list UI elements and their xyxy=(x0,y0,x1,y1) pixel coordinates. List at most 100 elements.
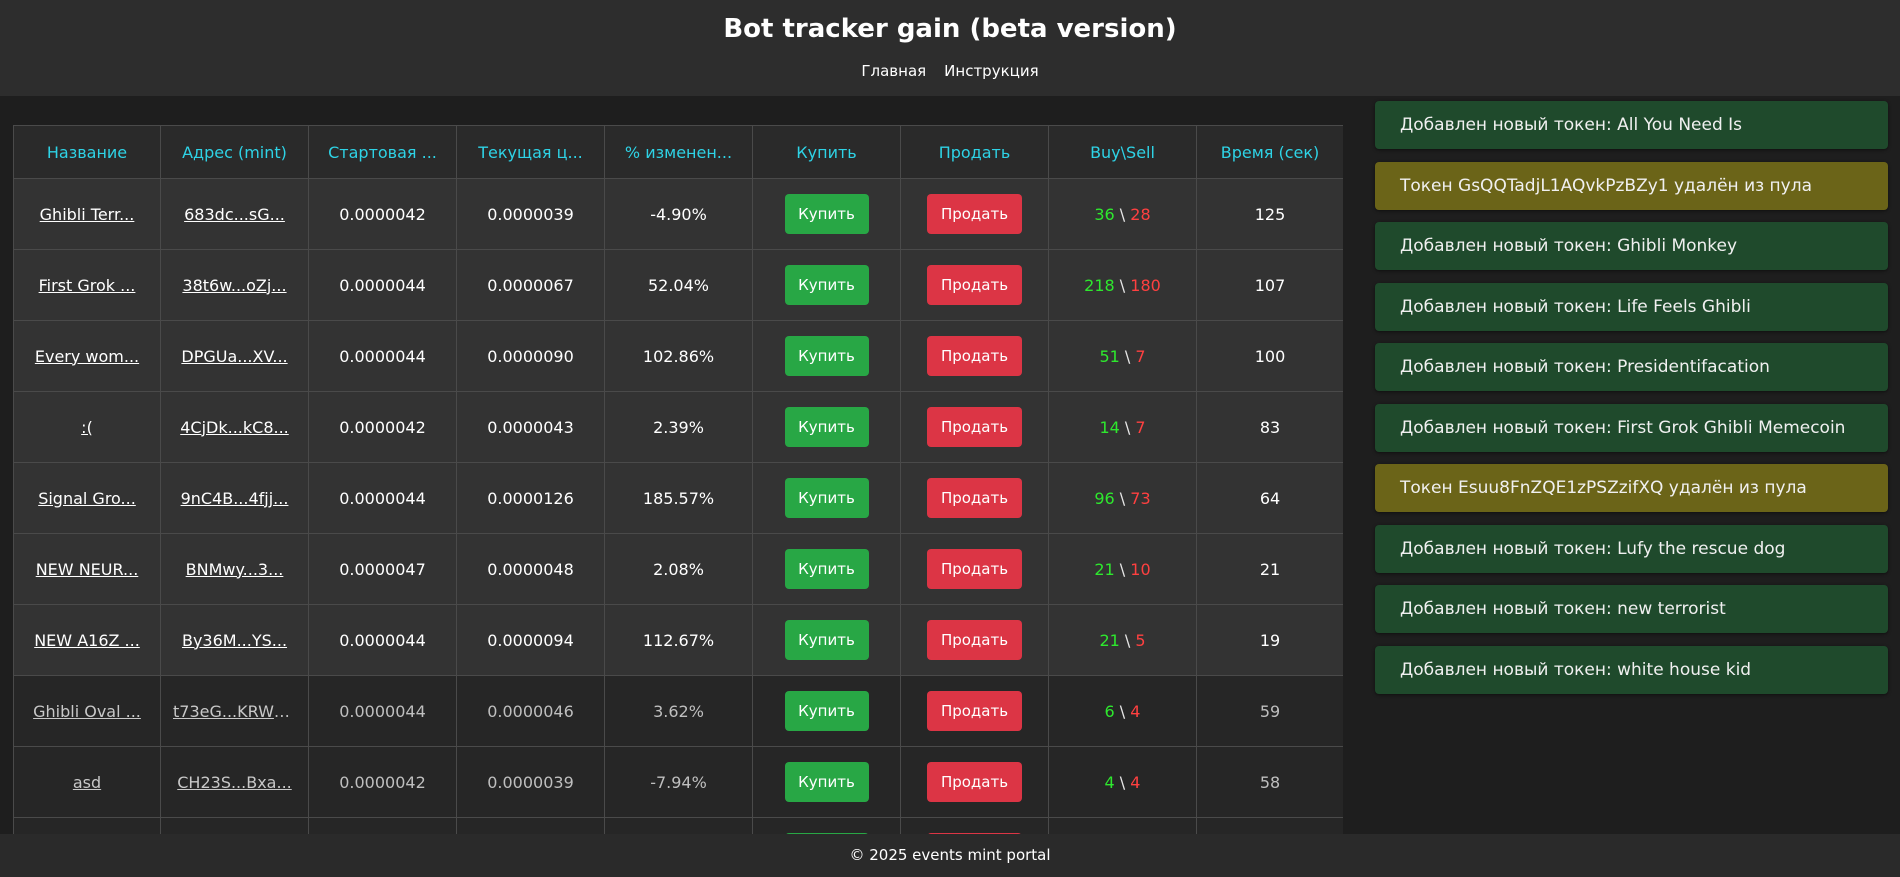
sell-button[interactable]: Продать xyxy=(927,833,1022,834)
buy-button[interactable]: Купить xyxy=(784,478,869,518)
sell-button[interactable]: Продать xyxy=(927,762,1022,802)
buy-count: 21 xyxy=(1099,630,1120,650)
buy-cell: Купить xyxy=(752,817,901,834)
col-header-start-price[interactable]: Стартовая ... xyxy=(308,125,457,179)
buy-sell-cell: 36 \ 28 xyxy=(1048,178,1197,250)
buy-button[interactable]: Купить xyxy=(784,194,869,234)
buy-button[interactable]: Купить xyxy=(784,407,869,447)
feed-item-token-added: Добавлен новый токен: new terrorist xyxy=(1375,585,1888,633)
buy-button[interactable]: Купить xyxy=(784,620,869,660)
sell-button[interactable]: Продать xyxy=(927,549,1022,589)
buy-button[interactable]: Купить xyxy=(784,336,869,376)
table-header-row: Название Адрес (mint) Стартовая ... Теку… xyxy=(13,125,1343,179)
token-mint-cell: 38t6w...oZj... xyxy=(160,249,309,321)
nav-link-instructions[interactable]: Инструкция xyxy=(944,62,1039,80)
buy-button[interactable]: Купить xyxy=(784,833,869,834)
feed-item-token-added: Добавлен новый токен: Ghibli Monkey xyxy=(1375,222,1888,270)
nav-link-home[interactable]: Главная xyxy=(861,62,927,80)
token-name-link[interactable]: Ghibli Terr... xyxy=(39,204,135,224)
token-name-link[interactable]: Signal Gro... xyxy=(38,488,136,508)
start-price-cell xyxy=(308,817,457,834)
col-header-current-price[interactable]: Текущая ц... xyxy=(456,125,605,179)
buy-sell-cell: 21 \ 10 xyxy=(1048,533,1197,605)
token-name-link[interactable]: asd xyxy=(72,772,102,792)
col-header-name[interactable]: Название xyxy=(13,125,161,179)
sell-button[interactable]: Продать xyxy=(927,620,1022,660)
sell-count: 28 xyxy=(1130,204,1151,224)
buy-count: 4 xyxy=(1104,772,1115,792)
sell-count: 4 xyxy=(1130,701,1141,721)
token-mint-cell: 9nC4B...4fjj... xyxy=(160,462,309,534)
token-name-link[interactable]: NEW NEUR... xyxy=(35,559,139,579)
col-header-mint[interactable]: Адрес (mint) xyxy=(160,125,309,179)
feed-item-token-added: Добавлен новый токен: white house kid xyxy=(1375,645,1888,694)
buy-sell-separator: \ xyxy=(1114,772,1131,792)
page-footer: © 2025 events mint portal xyxy=(0,834,1900,877)
token-table-container[interactable]: Название Адрес (mint) Стартовая ... Теку… xyxy=(13,125,1343,834)
buy-sell-cell: 96 \ 73 xyxy=(1048,462,1197,534)
token-name-link[interactable]: First Grok ... xyxy=(38,275,136,295)
token-name-link[interactable]: Every wom... xyxy=(34,346,140,366)
col-header-sell[interactable]: Продать xyxy=(900,125,1049,179)
token-mint-link[interactable]: 9nC4B...4fjj... xyxy=(180,488,289,508)
sell-button[interactable]: Продать xyxy=(927,265,1022,305)
col-header-buy[interactable]: Купить xyxy=(752,125,901,179)
buy-sell-separator: \ xyxy=(1119,630,1136,650)
token-mint-cell: DPGUa...XV... xyxy=(160,320,309,392)
token-mint-link[interactable]: DPGUa...XV... xyxy=(181,346,288,366)
col-header-time[interactable]: Время (сек) xyxy=(1196,125,1343,179)
start-price-cell: 0.0000042 xyxy=(308,391,457,463)
buy-cell: Купить xyxy=(752,462,901,534)
token-name-link[interactable]: NEW A16Z ... xyxy=(34,630,140,650)
token-name-cell: :( xyxy=(13,391,161,463)
token-mint-link[interactable]: BNMwy...3... xyxy=(185,559,284,579)
buy-sell-separator: \ xyxy=(1114,559,1131,579)
buy-cell: Купить xyxy=(752,178,901,250)
buy-count: 36 xyxy=(1094,204,1115,224)
time-cell: 100 xyxy=(1196,320,1343,392)
buy-sell-separator: \ xyxy=(1114,701,1131,721)
table-row: Ghibli Oval ... t73eG...KRW7... 0.0000044 0… xyxy=(13,675,1343,747)
time-cell xyxy=(1196,817,1343,834)
current-price-cell: 0.0000126 xyxy=(456,462,605,534)
table-row: Ghibli Terr... 683dc...sG... 0.0000042 0.00… xyxy=(13,178,1343,250)
buy-cell: Купить xyxy=(752,320,901,392)
token-mint-link[interactable]: 38t6w...oZj... xyxy=(182,275,287,295)
token-mint-link[interactable]: t73eG...KRW7... xyxy=(173,701,300,721)
token-mint-link[interactable]: By36M...YS... xyxy=(181,630,288,650)
sell-button[interactable]: Продать xyxy=(927,336,1022,376)
buy-button[interactable]: Купить xyxy=(784,265,869,305)
token-mint-link[interactable]: 4CjDk...kC8... xyxy=(180,417,289,437)
sell-count: 5 xyxy=(1135,630,1146,650)
token-name-cell: NEW NEUR... xyxy=(13,533,161,605)
token-name-cell xyxy=(13,817,161,834)
col-header-change[interactable]: % изменен... xyxy=(604,125,753,179)
buy-button[interactable]: Купить xyxy=(784,691,869,731)
buy-button[interactable]: Купить xyxy=(784,762,869,802)
sell-button[interactable]: Продать xyxy=(927,691,1022,731)
table-row: Signal Gro... 9nC4B...4fjj... 0.0000044 0.0… xyxy=(13,462,1343,534)
feed-item-token-removed: Токен GsQQTadjL1AQvkPzBZy1 удалён из пул… xyxy=(1375,161,1888,210)
table-row: First Grok ... 38t6w...oZj... 0.0000044 0.0… xyxy=(13,249,1343,321)
token-mint-link[interactable]: 683dc...sG... xyxy=(184,204,285,224)
sell-cell: Продать xyxy=(900,178,1049,250)
buy-sell-cell: 218 \ 180 xyxy=(1048,249,1197,321)
buy-count: 14 xyxy=(1099,417,1120,437)
token-mint-link[interactable]: CH23S...Bxa... xyxy=(177,772,292,792)
token-name-link[interactable]: Ghibli Oval ... xyxy=(33,701,141,721)
sell-count: 10 xyxy=(1130,559,1151,579)
time-cell: 83 xyxy=(1196,391,1343,463)
buy-sell-cell xyxy=(1048,817,1197,834)
sell-button[interactable]: Продать xyxy=(927,478,1022,518)
table-row: asd CH23S...Bxa... 0.0000042 0.0000039 -7.94… xyxy=(13,746,1343,818)
main-nav: Главная Инструкция xyxy=(0,62,1900,80)
buy-count: 51 xyxy=(1099,346,1120,366)
sell-button[interactable]: Продать xyxy=(927,407,1022,447)
token-name-cell: Every wom... xyxy=(13,320,161,392)
sell-button[interactable]: Продать xyxy=(927,194,1022,234)
buy-button[interactable]: Купить xyxy=(784,549,869,589)
sell-cell: Продать xyxy=(900,604,1049,676)
token-name-link[interactable]: :( xyxy=(81,417,93,437)
col-header-buy-sell[interactable]: Buy\Sell xyxy=(1048,125,1197,179)
feed-item-token-added: Добавлен новый токен: Life Feels Ghibli xyxy=(1375,282,1888,331)
